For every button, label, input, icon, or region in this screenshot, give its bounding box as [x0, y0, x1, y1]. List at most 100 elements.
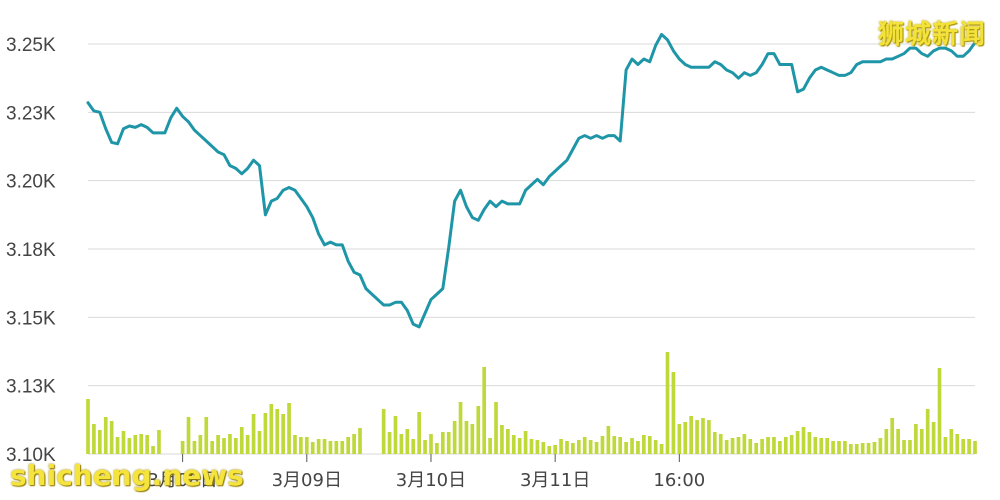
volume-bar	[795, 431, 800, 454]
volume-bar	[186, 417, 191, 454]
volume-bar	[435, 443, 439, 454]
volume-bar	[293, 435, 297, 454]
volume-bar	[216, 435, 220, 454]
volume-bar	[287, 403, 291, 454]
y-tick-label: 3.10K	[6, 445, 56, 466]
volume-bar	[748, 439, 753, 454]
volume-bar	[801, 427, 806, 454]
volume-bar	[754, 443, 759, 454]
volume-bar	[506, 429, 510, 454]
volume-bar	[783, 437, 788, 454]
volume-bar	[831, 441, 835, 454]
volume-bar	[630, 438, 634, 454]
volume-bar	[908, 440, 912, 454]
volume-bar	[677, 424, 682, 454]
volume-bar	[636, 441, 640, 454]
volume-bar	[789, 435, 794, 454]
volume-bar	[843, 441, 847, 454]
volume-bar	[127, 438, 132, 454]
volume-bar	[730, 438, 735, 454]
y-tick-label: 3.20K	[6, 172, 56, 193]
volume-bar	[535, 440, 540, 454]
volume-bar	[316, 439, 321, 454]
volume-bar	[145, 435, 149, 454]
volume-bar	[346, 437, 351, 454]
volume-bar	[352, 434, 356, 454]
volume-bar	[263, 413, 268, 454]
volume-bar	[340, 441, 345, 454]
volume-bar	[494, 402, 498, 454]
volume-bar	[766, 437, 770, 454]
x-axis: 3月08日 3月09日 3月10日 3月11日 16:00	[147, 454, 705, 491]
x-tick-label: 3月11日	[520, 470, 590, 491]
volume-bar	[257, 431, 262, 454]
volume-bar	[624, 442, 628, 454]
volume-bar	[943, 437, 948, 454]
gridlines	[88, 43, 975, 455]
volume-bar	[931, 422, 936, 454]
volume-bar	[565, 441, 569, 454]
volume-bar	[269, 404, 274, 454]
volume-bar	[529, 439, 534, 454]
volume-bar	[718, 434, 723, 454]
volume-bar	[381, 409, 386, 454]
volume-bar	[251, 414, 256, 454]
y-tick-label: 3.15K	[6, 308, 56, 329]
volume-bar	[92, 424, 96, 454]
volume-bar	[866, 443, 871, 454]
volume-bar	[411, 439, 416, 454]
volume-bar	[86, 399, 90, 454]
volume-bar	[446, 432, 451, 454]
y-tick-label: 3.13K	[6, 377, 56, 398]
volume-bar	[470, 424, 475, 454]
volume-bar	[582, 437, 587, 454]
volume-bar	[973, 441, 977, 454]
y-axis: 3.25K 3.23K 3.20K 3.18K 3.15K 3.13K 3.10K	[6, 35, 56, 466]
volume-bar	[848, 444, 853, 454]
volume-bar	[523, 431, 528, 454]
volume-bar	[517, 438, 522, 454]
volume-bar	[653, 440, 658, 454]
volume-bar	[772, 437, 776, 454]
volume-bar	[547, 446, 552, 454]
volume-bar	[192, 441, 197, 454]
volume-bar	[334, 441, 339, 454]
volume-bar	[204, 417, 209, 454]
volume-bar	[464, 421, 469, 454]
y-tick-label: 3.23K	[6, 103, 56, 124]
volume-bar	[559, 439, 563, 454]
watermark-top-right: 狮城新闻	[877, 20, 986, 50]
volume-bar	[600, 436, 605, 454]
volume-bar	[234, 438, 238, 454]
volume-bar	[488, 438, 492, 454]
volume-bar	[689, 416, 693, 454]
volume-bar	[458, 402, 463, 454]
volume-bar	[180, 441, 185, 454]
volume-bar	[393, 416, 398, 454]
volume-bar	[299, 437, 303, 454]
volume-bar	[807, 432, 812, 454]
volume-bar	[618, 437, 623, 454]
volume-bar	[778, 441, 782, 454]
x-tick-label: 3月09日	[272, 470, 342, 491]
volume-bar	[961, 439, 966, 454]
volume-bar	[819, 438, 824, 454]
volume-bar	[742, 434, 747, 454]
volume-bar	[304, 437, 309, 454]
volume-bar	[322, 439, 327, 454]
volume-bar	[423, 440, 427, 454]
volume-bars	[86, 352, 977, 454]
x-tick-label: 3月10日	[396, 470, 466, 491]
volume-bar	[588, 440, 593, 454]
volume-bar	[884, 429, 889, 454]
volume-bar	[198, 435, 203, 454]
volume-bar	[387, 432, 392, 454]
volume-bar	[872, 442, 877, 454]
volume-bar	[707, 420, 711, 454]
volume-bar	[133, 435, 138, 454]
volume-bar	[659, 444, 664, 454]
volume-bar	[837, 441, 841, 454]
volume-bar	[825, 438, 829, 454]
volume-bar	[452, 421, 457, 454]
volume-bar	[967, 439, 971, 454]
